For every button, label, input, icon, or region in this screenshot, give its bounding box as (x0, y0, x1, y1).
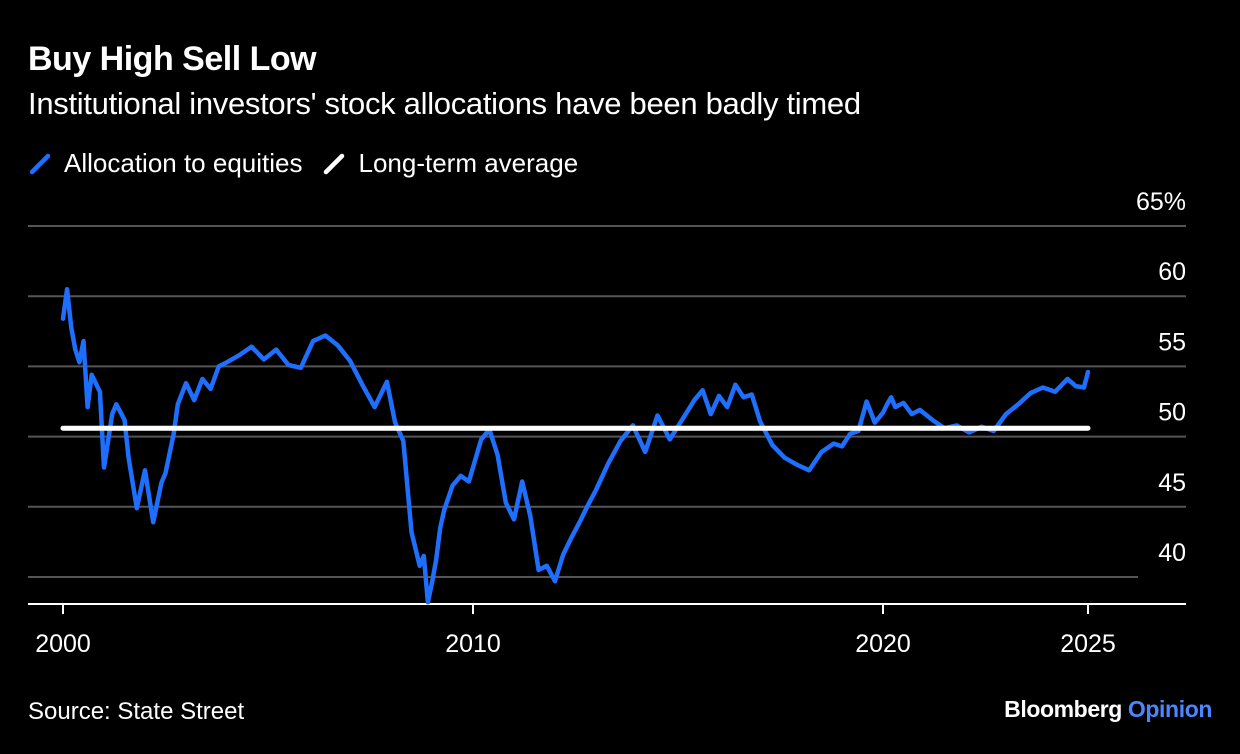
y-tick-label-65: 65% (1136, 188, 1186, 216)
brand-accent: Opinion (1127, 696, 1212, 722)
chart-subtitle: Institutional investors' stock allocatio… (28, 86, 861, 121)
brand-logo: Bloomberg Opinion (1004, 696, 1212, 723)
legend-swatch-allocation-icon (29, 153, 51, 174)
x-tick-label-2010: 2010 (445, 630, 501, 658)
x-tick-label-2000: 2000 (35, 630, 91, 658)
chart-legend: Allocation to equities Long-term average (28, 148, 598, 179)
brand-main: Bloomberg (1004, 696, 1122, 722)
source-note: Source: State Street (28, 698, 245, 725)
legend-label-average: Long-term average (358, 148, 579, 178)
legend-label-allocation: Allocation to equities (64, 148, 303, 178)
y-tick-label-45: 45 (1158, 469, 1186, 497)
y-tick-label-60: 60 (1158, 258, 1186, 286)
series-line-allocation (60, 286, 1091, 605)
legend-swatch-average-icon (324, 153, 345, 174)
legend-item-allocation: Allocation to equities (28, 148, 302, 179)
x-tick-label-2020: 2020 (855, 630, 911, 658)
x-tick-label-2025: 2025 (1060, 630, 1116, 658)
chart-title: Buy High Sell Low (28, 40, 317, 78)
y-tick-label-50: 50 (1158, 399, 1186, 427)
legend-item-average: Long-term average (322, 148, 578, 179)
y-tick-label-40: 40 (1158, 539, 1186, 567)
y-tick-label-55: 55 (1158, 328, 1186, 356)
